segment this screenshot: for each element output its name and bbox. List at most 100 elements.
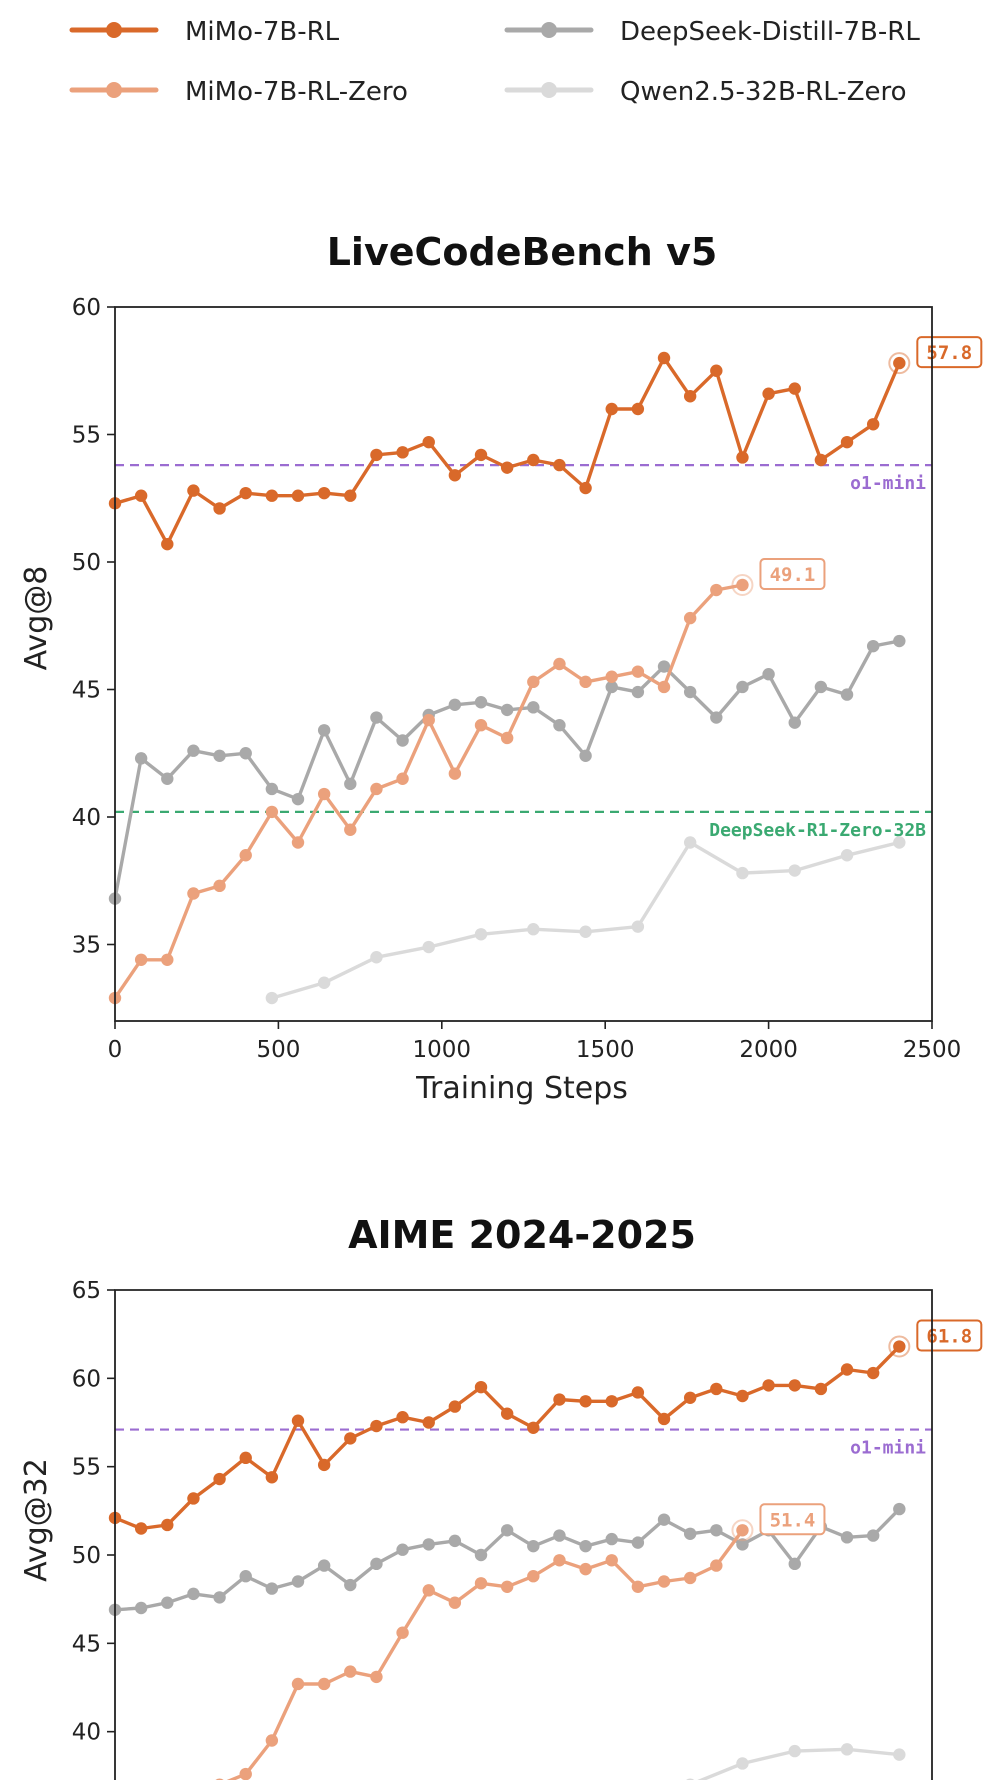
legend-marker-mimo-rl-zero bbox=[106, 82, 122, 98]
end-label-box bbox=[916, 1319, 983, 1352]
y-tick-label: 65 bbox=[72, 1278, 101, 1304]
data-point bbox=[736, 451, 749, 464]
data-point bbox=[553, 1393, 566, 1406]
data-point bbox=[553, 458, 566, 472]
series-line-mimo-7b-rl-zero bbox=[113, 583, 743, 1000]
data-point bbox=[161, 537, 174, 551]
data-point bbox=[605, 1532, 618, 1546]
data-point bbox=[657, 1412, 671, 1426]
data-point bbox=[527, 1539, 540, 1553]
data-point bbox=[448, 1534, 462, 1548]
data-point bbox=[239, 747, 252, 760]
data-point bbox=[762, 1379, 775, 1392]
y-tick-label: 50 bbox=[72, 1543, 101, 1569]
data-point bbox=[579, 1539, 592, 1553]
end-point-halo bbox=[888, 352, 911, 375]
x-tick-label: 2000 bbox=[739, 1037, 798, 1063]
data-point bbox=[239, 1767, 252, 1780]
data-point bbox=[422, 435, 435, 449]
data-point bbox=[317, 1677, 331, 1691]
series-line-mimo-7b-rl-zero bbox=[226, 1529, 744, 1780]
data-point bbox=[840, 688, 854, 701]
data-point bbox=[736, 578, 749, 592]
x-tick-label: 0 bbox=[108, 1037, 123, 1063]
data-point bbox=[161, 772, 174, 785]
end-label: 61.8 bbox=[926, 1326, 972, 1348]
x-tick-label: 1000 bbox=[413, 1037, 472, 1063]
legend-entry-mimo-rl: MiMo-7B-RL bbox=[69, 17, 340, 47]
data-point bbox=[396, 772, 409, 785]
data-point bbox=[527, 1570, 540, 1583]
legend-label-mimo-rl: MiMo-7B-RL bbox=[185, 17, 340, 47]
series-line-mimo-7b-rl bbox=[114, 1345, 901, 1531]
data-point bbox=[814, 1382, 828, 1396]
data-point bbox=[370, 448, 383, 462]
data-point bbox=[762, 387, 775, 400]
data-point bbox=[474, 696, 488, 709]
data-point bbox=[396, 1411, 409, 1424]
data-point bbox=[736, 866, 749, 880]
data-point bbox=[265, 805, 279, 819]
end-point-halo bbox=[731, 573, 754, 596]
data-point bbox=[422, 940, 435, 954]
data-point bbox=[893, 634, 906, 648]
plot-frame bbox=[114, 306, 933, 1022]
data-point bbox=[657, 1575, 671, 1588]
legend-label-deepseek-distill: DeepSeek-Distill-7B-RL bbox=[620, 17, 920, 47]
series-line-deepseek-distill-7b-rl bbox=[113, 639, 900, 899]
chart-title: AIME 2024-2025 bbox=[348, 1213, 696, 1257]
data-point bbox=[788, 864, 801, 877]
end-point-halo bbox=[731, 1519, 754, 1542]
data-point bbox=[631, 1536, 645, 1549]
data-point bbox=[161, 953, 174, 966]
data-point bbox=[710, 711, 723, 724]
data-point bbox=[683, 1571, 697, 1585]
data-point bbox=[422, 1538, 435, 1551]
data-point bbox=[370, 711, 383, 724]
data-point bbox=[579, 1395, 592, 1408]
data-point bbox=[710, 583, 723, 597]
data-point bbox=[527, 453, 540, 467]
data-point bbox=[814, 680, 828, 694]
y-tick-label: 55 bbox=[72, 423, 101, 449]
data-point bbox=[474, 719, 488, 732]
data-point bbox=[317, 787, 331, 801]
y-tick-label: 45 bbox=[72, 1631, 101, 1657]
data-point bbox=[683, 611, 697, 625]
data-point bbox=[265, 991, 279, 1005]
data-point bbox=[736, 1538, 749, 1551]
data-point bbox=[893, 836, 906, 849]
data-point bbox=[710, 1382, 723, 1396]
data-point bbox=[736, 1757, 749, 1770]
data-point bbox=[213, 749, 226, 762]
data-point bbox=[553, 1529, 566, 1542]
data-point bbox=[161, 1518, 174, 1532]
data-point bbox=[840, 849, 854, 862]
x-tick-label: 1500 bbox=[576, 1037, 635, 1063]
data-point bbox=[448, 698, 462, 711]
data-point bbox=[265, 1734, 279, 1747]
data-point bbox=[213, 1591, 226, 1604]
data-point bbox=[579, 481, 592, 495]
data-point bbox=[344, 777, 357, 791]
y-tick-label: 35 bbox=[72, 933, 101, 959]
data-point bbox=[291, 489, 305, 502]
legend-entry-deepseek-distill: DeepSeek-Distill-7B-RL bbox=[504, 17, 920, 47]
data-point bbox=[422, 1416, 435, 1429]
series-mimo-7b-rl-zero: 51.4 bbox=[215, 1503, 826, 1780]
data-point bbox=[134, 752, 148, 765]
data-point bbox=[657, 660, 671, 673]
chart-title: LiveCodeBench v5 bbox=[327, 230, 718, 274]
series-line-mimo-7b-rl bbox=[114, 356, 901, 546]
data-point bbox=[448, 469, 462, 482]
data-point bbox=[579, 925, 592, 938]
y-tick-label: 60 bbox=[72, 1366, 101, 1392]
data-point bbox=[736, 1524, 749, 1537]
data-point bbox=[344, 1432, 357, 1445]
legend-marker-qwen-zero bbox=[541, 82, 557, 98]
data-point bbox=[631, 665, 645, 678]
data-point bbox=[239, 1451, 252, 1465]
y-tick-label: 40 bbox=[72, 1720, 101, 1746]
chart-aime: AIME 2024-2025 Avg@32 40 45 50 55 60 65 o1-min… bbox=[19, 1213, 983, 1780]
